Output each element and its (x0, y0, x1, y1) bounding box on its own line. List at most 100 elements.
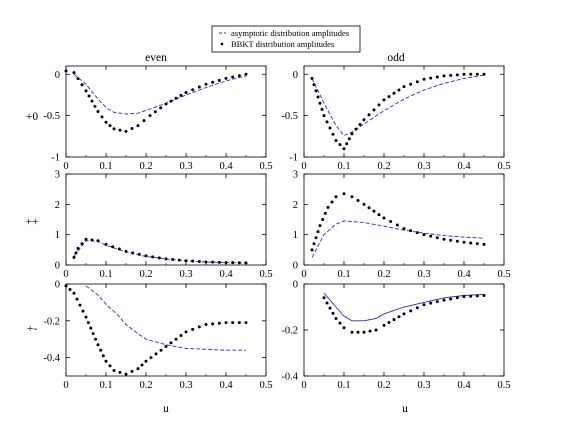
y-tick-label: 0 (55, 70, 60, 81)
bbkt-point (237, 321, 241, 325)
bbkt-point (87, 94, 91, 98)
bbkt-point (157, 256, 161, 260)
bbkt-point (191, 327, 195, 331)
bbkt-point (112, 127, 116, 131)
x-tick-label: 0.5 (497, 269, 510, 280)
bbkt-point (184, 330, 188, 334)
x-tick-label: 0.3 (179, 380, 192, 391)
y-tick-label: 3 (293, 170, 298, 181)
bbkt-point (244, 321, 248, 325)
panel-frame (65, 65, 267, 158)
bbkt-point (154, 352, 158, 356)
bbkt-point (310, 76, 314, 80)
bbkt-point (462, 295, 466, 299)
bbkt-point (367, 206, 371, 210)
bbkt-point (409, 309, 413, 313)
bbkt-point (342, 326, 346, 330)
y-tick-label: -0.2 (281, 326, 298, 337)
x-tick-label: 0.5 (259, 161, 272, 172)
bbkt-point (429, 76, 433, 80)
bbkt-point (179, 93, 183, 97)
bbkt-point (422, 77, 426, 81)
y-tick-label: 1 (293, 230, 298, 241)
bbkt-point (75, 297, 79, 301)
x-tick-label: 0.2 (139, 380, 152, 391)
row-label-plus-plus: ++ (26, 216, 39, 228)
bbkt-point (136, 124, 140, 128)
bbkt-point (104, 359, 108, 363)
panel-even-plus-zero: 0 0.1 0.2 0.3 0.4 0.5 0 -0.5 -1 (43, 65, 273, 172)
series-bbkt (64, 284, 248, 376)
bbkt-point (159, 348, 163, 352)
bbkt-point (84, 89, 88, 93)
bbkt-point (118, 370, 122, 374)
bbkt-point (310, 248, 314, 252)
y-tick-label: -0.5 (281, 111, 298, 122)
bbkt-point (164, 345, 168, 349)
bbkt-point (312, 83, 316, 87)
bbkt-point (350, 195, 354, 199)
bbkt-point (244, 72, 248, 76)
bbkt-point (124, 129, 128, 133)
x-tick-label: 0.1 (99, 269, 112, 280)
series-bbkt (64, 69, 248, 133)
bbkt-point (475, 72, 479, 76)
bbkt-point (387, 321, 391, 325)
series-asymptotic (311, 74, 485, 137)
bbkt-point (224, 76, 228, 80)
x-tick-label: 0.4 (219, 380, 233, 391)
y-tick-label: -0.5 (43, 111, 60, 122)
x-tick-label: 0.3 (179, 269, 192, 280)
series-asymptotic (73, 240, 247, 264)
bbkt-point (231, 75, 235, 79)
bbkt-point (435, 300, 439, 304)
bbkt-point (76, 246, 80, 250)
bbkt-point (362, 118, 366, 122)
bbkt-point (435, 75, 439, 79)
bbkt-point (91, 332, 95, 336)
y-tick-label: 2 (55, 200, 60, 211)
bbkt-point (462, 72, 466, 76)
panel-odd-plus-plus: 0 0.1 0.2 0.3 0.4 0.5 0 1 2 3 (293, 170, 511, 281)
y-tick-label: 3 (55, 170, 60, 181)
x-tick-label: 0.4 (219, 269, 233, 280)
bbkt-point (377, 103, 381, 107)
bbkt-point (409, 82, 413, 86)
x-tick-label: 0.3 (417, 269, 430, 280)
bbkt-point (482, 242, 486, 246)
bbkt-point (469, 241, 473, 245)
bbkt-point (151, 255, 155, 259)
legend: asymptotic distribution amplitudes BBKT … (211, 25, 361, 53)
bbkt-point (72, 291, 76, 295)
legend-asymptotic-label: asymptotic distribution amplitudes (231, 28, 349, 38)
bbkt-point (179, 334, 183, 338)
bbkt-point (96, 239, 100, 243)
x-tick-label: 0.2 (139, 161, 152, 172)
panel-odd-plus-zero: 0 0.1 0.2 0.3 0.4 0.5 0 -0.5 -1 (281, 65, 511, 172)
bbkt-point (191, 88, 195, 92)
x-tick-label: 0 (301, 269, 306, 280)
bbkt-point (99, 348, 103, 352)
x-tick-label: 0.1 (337, 380, 350, 391)
bbkt-point (153, 110, 157, 114)
y-tick-label: 0 (55, 261, 60, 272)
panel-frame (303, 173, 505, 266)
bbkt-point (415, 306, 419, 310)
bbkt-point (350, 132, 354, 136)
bbkt-point (382, 98, 386, 102)
bbkt-point (90, 99, 94, 103)
bbkt-point (184, 90, 188, 94)
bbkt-point (211, 322, 215, 326)
bbkt-point (64, 69, 68, 73)
bbkt-point (169, 99, 173, 103)
bbkt-point (449, 73, 453, 77)
bbkt-point (415, 231, 419, 235)
bbkt-point (372, 108, 376, 112)
row-label-plus-minus: +- (27, 323, 37, 335)
bbkt-point (429, 301, 433, 305)
bbkt-point (130, 369, 134, 373)
bbkt-point (345, 142, 349, 146)
bbkt-point (338, 143, 342, 147)
bbkt-point (244, 261, 248, 265)
bbkt-point (104, 242, 108, 246)
